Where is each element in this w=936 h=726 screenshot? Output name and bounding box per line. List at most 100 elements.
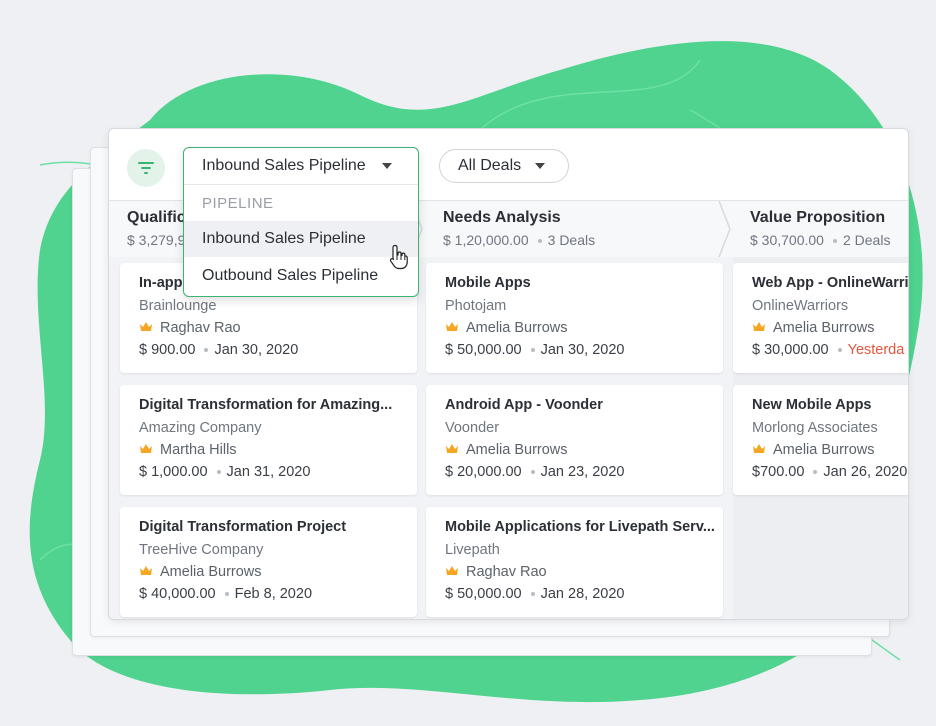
deal-company: Brainlounge xyxy=(139,298,217,314)
stage-deal-count: 3 Deals xyxy=(547,232,596,248)
deal-date: Jan 30, 2020 xyxy=(540,342,625,358)
deal-date: Jan 26, 2020 xyxy=(823,464,908,480)
stage-name: Needs Analysis xyxy=(443,209,561,226)
deal-company: Livepath xyxy=(445,542,500,558)
deal-owner: Amelia Burrows xyxy=(752,320,875,336)
deals-filter-label: All Deals xyxy=(458,157,522,174)
deals-board: In-app Brainlounge Raghav Rao $ 900.00 Ja… xyxy=(109,257,908,619)
deal-date: Jan 30, 2020 xyxy=(214,342,299,358)
deal-amount-date: $ 900.00 Jan 30, 2020 xyxy=(139,342,298,358)
deal-amount-date: $700.00 Jan 26, 2020 xyxy=(752,464,907,480)
deal-card[interactable]: New Mobile Apps Morlong Associates Ameli… xyxy=(733,385,908,495)
stage-column-needs-analysis: Mobile Apps Photojam Amelia Burrows $ 50… xyxy=(426,257,723,619)
deal-date: Jan 31, 2020 xyxy=(226,464,311,480)
deal-title: In-app xyxy=(139,275,183,291)
deal-card[interactable]: Mobile Applications for Livepath Serv...… xyxy=(426,507,723,617)
stage-header-value-proposition[interactable]: Value Proposition $ 30,700.00 2 Deals xyxy=(750,201,908,257)
separator-dot xyxy=(224,592,229,597)
deal-title: Mobile Applications for Livepath Serv... xyxy=(445,519,715,535)
filter-icon xyxy=(138,162,154,174)
chevron-down-icon xyxy=(535,163,546,169)
deal-card[interactable]: Mobile Apps Photojam Amelia Burrows $ 50… xyxy=(426,263,723,373)
deal-amount-date: $ 30,000.00 Yesterda xyxy=(752,342,904,358)
separator-dot xyxy=(204,348,209,353)
separator-dot xyxy=(216,470,221,475)
deal-owner: Martha Hills xyxy=(139,442,237,458)
stage-amount: $ 1,20,000.00 xyxy=(443,232,529,248)
crown-icon xyxy=(445,564,459,580)
separator-dot xyxy=(832,239,837,244)
deal-amount: $ 40,000.00 xyxy=(139,586,216,602)
stage-amount: $ 30,700.00 xyxy=(750,232,824,248)
stage-summary: $ 30,700.00 2 Deals xyxy=(750,232,890,248)
pipeline-option-inbound[interactable]: Inbound Sales Pipeline xyxy=(184,221,418,257)
separator-dot xyxy=(530,348,535,353)
pipeline-option-outbound[interactable]: Outbound Sales Pipeline xyxy=(202,267,379,284)
deal-amount-date: $ 1,000.00 Jan 31, 2020 xyxy=(139,464,310,480)
pipeline-selected-label: Inbound Sales Pipeline xyxy=(202,157,366,174)
deal-owner: Amelia Burrows xyxy=(445,320,568,336)
deal-card[interactable]: Digital Transformation Project TreeHive … xyxy=(120,507,417,617)
deal-owner: Amelia Burrows xyxy=(139,564,262,580)
crown-icon xyxy=(139,564,153,580)
crown-icon xyxy=(139,320,153,336)
deal-amount: $ 50,000.00 xyxy=(445,342,522,358)
hand-cursor-icon xyxy=(389,244,408,270)
pipeline-board-card: All Deals Qualification $ 3,279,9 Needs … xyxy=(108,128,909,620)
deal-title: Android App - Voonder xyxy=(445,397,603,413)
crown-icon xyxy=(752,442,766,458)
deal-title: Web App - OnlineWarrio xyxy=(752,275,909,291)
pipeline-dropdown[interactable]: Inbound Sales Pipeline PIPELINE Inbound … xyxy=(183,147,419,297)
stage-name: Value Proposition xyxy=(750,209,886,226)
deal-date: Jan 28, 2020 xyxy=(540,586,625,602)
deal-company: OnlineWarriors xyxy=(752,298,849,314)
stage-header-needs-analysis[interactable]: Needs Analysis $ 1,20,000.00 3 Deals xyxy=(443,201,723,257)
deal-amount: $ 900.00 xyxy=(139,342,196,358)
crown-icon xyxy=(445,442,459,458)
deal-amount: $ 30,000.00 xyxy=(752,342,829,358)
deal-company: Amazing Company xyxy=(139,420,262,436)
deal-company: TreeHive Company xyxy=(139,542,264,558)
deal-title: Digital Transformation for Amazing... xyxy=(139,397,393,413)
deal-amount: $ 50,000.00 xyxy=(445,586,522,602)
deal-amount-date: $ 40,000.00 Feb 8, 2020 xyxy=(139,586,312,602)
deal-date: Feb 8, 2020 xyxy=(234,586,313,602)
stage-column-qualification: In-app Brainlounge Raghav Rao $ 900.00 Ja… xyxy=(120,257,417,619)
stage-separator-chevron xyxy=(718,201,731,257)
deal-amount: $700.00 xyxy=(752,464,805,480)
deal-date-overdue: Yesterda xyxy=(847,342,905,358)
separator-dot xyxy=(530,470,535,475)
separator-dot xyxy=(837,348,842,353)
deal-owner: Raghav Rao xyxy=(445,564,547,580)
stage-deal-count: 2 Deals xyxy=(842,232,891,248)
stage-summary: $ 1,20,000.00 3 Deals xyxy=(443,232,595,248)
pipeline-dropdown-trigger[interactable]: Inbound Sales Pipeline xyxy=(184,148,418,185)
deal-company: Voonder xyxy=(445,420,500,436)
deal-owner: Amelia Burrows xyxy=(445,442,568,458)
stage-amount: $ 3,279,9 xyxy=(127,232,186,248)
blob-line xyxy=(469,59,701,141)
deal-amount-date: $ 50,000.00 Jan 28, 2020 xyxy=(445,586,624,602)
deal-title: New Mobile Apps xyxy=(752,397,872,413)
deal-card[interactable]: Web App - OnlineWarrio OnlineWarriors Am… xyxy=(733,263,909,373)
chevron-down-icon xyxy=(381,163,392,169)
separator-dot xyxy=(537,239,542,244)
deal-amount-date: $ 50,000.00 Jan 30, 2020 xyxy=(445,342,624,358)
deal-amount: $ 1,000.00 xyxy=(139,464,208,480)
crown-icon xyxy=(445,320,459,336)
deal-amount: $ 20,000.00 xyxy=(445,464,522,480)
crown-icon xyxy=(139,442,153,458)
filter-button[interactable] xyxy=(127,149,165,187)
deal-owner: Raghav Rao xyxy=(139,320,241,336)
deal-title: Mobile Apps xyxy=(445,275,531,291)
deal-title: Digital Transformation Project xyxy=(139,519,347,535)
deals-filter-dropdown[interactable]: All Deals xyxy=(439,149,569,183)
separator-dot xyxy=(530,592,535,597)
deal-company: Photojam xyxy=(445,298,507,314)
dropdown-section-label: PIPELINE xyxy=(202,195,274,212)
separator-dot xyxy=(813,470,818,475)
deal-card[interactable]: Digital Transformation for Amazing... Am… xyxy=(120,385,417,495)
crown-icon xyxy=(752,320,766,336)
deal-date: Jan 23, 2020 xyxy=(540,464,625,480)
deal-card[interactable]: Android App - Voonder Voonder Amelia Bur… xyxy=(426,385,723,495)
